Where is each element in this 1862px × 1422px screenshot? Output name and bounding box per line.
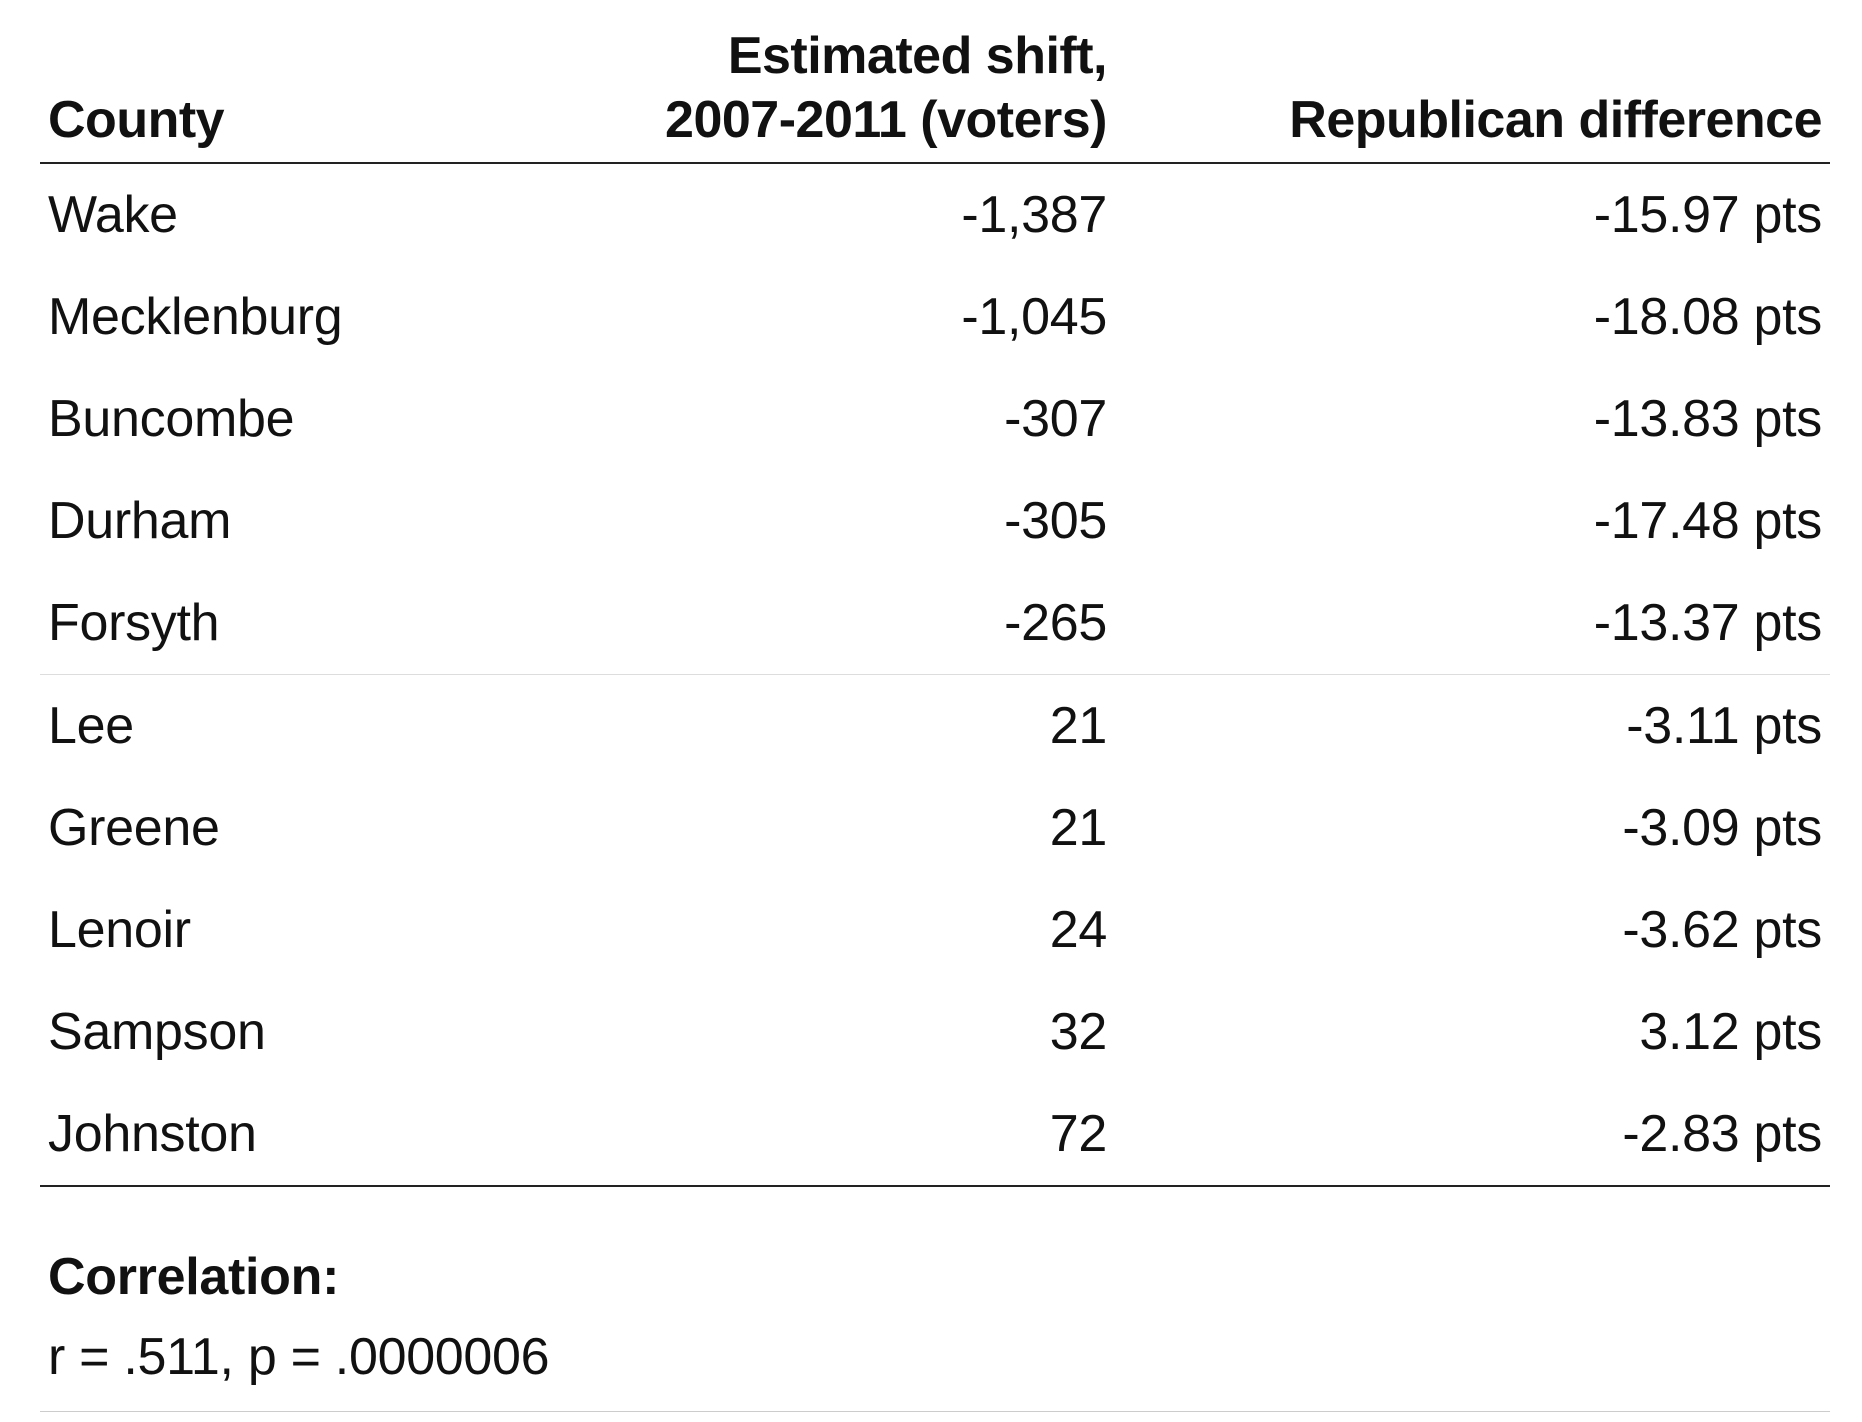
cell-difference: -3.62 pts — [1622, 901, 1822, 959]
table-row: Mecklenburg -1,045 -18.08 pts — [40, 266, 1830, 368]
cell-shift: 32 — [1049, 1003, 1108, 1061]
cell-county: Greene — [48, 799, 220, 857]
table-row: Johnston 72 -2.83 pts — [40, 1083, 1830, 1187]
cell-county: Durham — [48, 492, 232, 550]
county-shift-table: County Estimated shift, 2007-2011 (voter… — [40, 24, 1830, 1187]
data-table-container: County Estimated shift, 2007-2011 (voter… — [40, 24, 1830, 1412]
table-row: Sampson 32 3.12 pts — [40, 981, 1830, 1083]
cell-difference: -15.97 pts — [1593, 186, 1823, 244]
cell-county: Mecklenburg — [48, 288, 343, 346]
cell-difference: -2.83 pts — [1115, 1083, 1830, 1187]
cell-county: Sampson — [48, 1003, 266, 1061]
header-republican-difference: Republican difference — [1115, 24, 1830, 164]
header-shift-line1: Estimated shift, — [727, 27, 1108, 85]
cell-difference: -3.09 pts — [1622, 799, 1822, 857]
cell-difference: -13.37 pts — [1593, 594, 1823, 652]
cell-shift: 24 — [1049, 901, 1108, 959]
cell-county: Lee — [40, 674, 640, 777]
table-row: Forsyth -265 -13.37 pts — [40, 572, 1830, 675]
table-row: Lee 21 -3.11 pts — [40, 674, 1830, 777]
cell-shift: -307 — [1004, 390, 1107, 448]
cell-difference: -18.08 pts — [1593, 288, 1823, 346]
cell-county: Forsyth — [48, 594, 220, 652]
table-body: Wake -1,387 -15.97 pts Mecklenburg -1,04… — [40, 163, 1830, 1187]
header-county: County — [40, 24, 640, 164]
cell-shift: 21 — [1049, 799, 1108, 857]
cell-difference: -3.11 pts — [1115, 674, 1830, 777]
cell-shift: 72 — [640, 1083, 1115, 1187]
table-row: Wake -1,387 -15.97 pts — [40, 163, 1830, 266]
table-row: Durham -305 -17.48 pts — [40, 470, 1830, 572]
cell-difference: 3.12 pts — [1639, 1003, 1822, 1061]
cell-difference: -13.83 pts — [1593, 390, 1823, 448]
table-row: Greene 21 -3.09 pts — [40, 777, 1830, 879]
table-row: Lenoir 24 -3.62 pts — [40, 879, 1830, 981]
header-estimated-shift: Estimated shift, 2007-2011 (voters) — [640, 24, 1115, 164]
header-row: County Estimated shift, 2007-2011 (voter… — [40, 24, 1830, 164]
cell-county: Johnston — [40, 1083, 640, 1187]
cell-shift: 21 — [640, 674, 1115, 777]
cell-shift: -265 — [1004, 594, 1107, 652]
cell-shift: -1,045 — [961, 288, 1107, 346]
correlation-title: Correlation: — [48, 1248, 340, 1306]
correlation-value: r = .511, p = .0000006 — [48, 1328, 550, 1386]
correlation-footer: Correlation: r = .511, p = .0000006 — [40, 1237, 1830, 1412]
cell-county: Lenoir — [48, 901, 191, 959]
cell-county: Wake — [48, 186, 178, 244]
cell-difference: -17.48 pts — [1593, 492, 1823, 550]
cell-county: Buncombe — [48, 390, 295, 448]
header-shift-line2: 2007-2011 (voters) — [665, 91, 1107, 149]
table-header: County Estimated shift, 2007-2011 (voter… — [40, 24, 1830, 164]
cell-shift: -1,387 — [961, 186, 1107, 244]
cell-shift: -305 — [1004, 492, 1107, 550]
table-row: Buncombe -307 -13.83 pts — [40, 368, 1830, 470]
